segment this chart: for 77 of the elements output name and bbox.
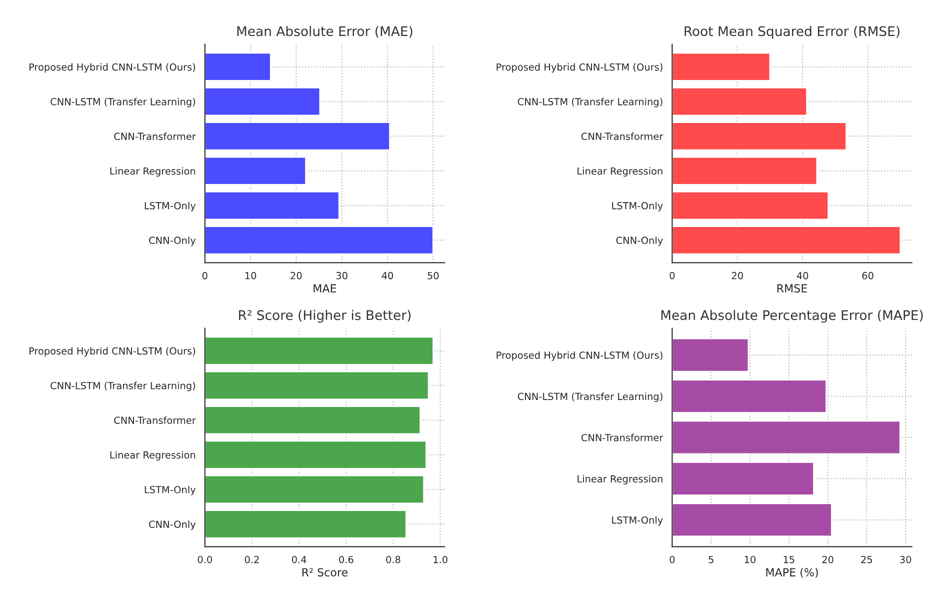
- x-tick-label: 50: [428, 272, 439, 280]
- x-tick-label: 0: [202, 272, 208, 280]
- y-tick-label: Linear Regression: [110, 451, 196, 461]
- bar: [672, 122, 847, 151]
- bar: [204, 226, 434, 255]
- bar: [204, 52, 272, 82]
- y-tick-label: CNN-Transformer: [581, 434, 664, 442]
- bar: [204, 406, 421, 435]
- chart-title: R² Score (Higher is Better): [239, 310, 411, 323]
- y-tick-label: CNN-Only: [616, 236, 663, 246]
- x-tick-label: 10: [245, 272, 256, 280]
- y-tick-label: Proposed Hybrid CNN-LSTM (Ours): [496, 63, 662, 73]
- bar: [204, 510, 407, 539]
- x-tick-label: 0.4: [292, 556, 306, 564]
- x-tick-label: 30: [336, 272, 348, 280]
- y-tick-label: CNN-LSTM (Transfer Learning): [518, 98, 662, 108]
- bar: [672, 52, 771, 82]
- chart-title: Mean Absolute Percentage Error (MAPE): [661, 310, 923, 323]
- x-axis-title: MAE: [314, 284, 336, 292]
- y-tick-label: LSTM-Only: [144, 202, 196, 212]
- y-tick-label: Linear Regression: [578, 167, 662, 177]
- y-tick-label: CNN-LSTM (Transfer Learning): [518, 392, 662, 402]
- x-tick-label: 60: [862, 272, 874, 280]
- bar: [204, 122, 390, 151]
- x-tick-label: 15: [784, 556, 794, 564]
- x-tick-label: 0.8: [386, 556, 400, 564]
- chart-title: Root Mean Squared Error (RMSE): [684, 26, 900, 39]
- bar: [204, 370, 430, 400]
- bar: [672, 338, 750, 372]
- x-tick-label: 0.2: [244, 556, 259, 564]
- x-tick-label: 20: [822, 556, 834, 564]
- y-tick-label: LSTM-Only: [144, 486, 196, 496]
- x-axis-title: MAPE (%): [766, 568, 818, 578]
- x-axis-title: RMSE: [777, 284, 807, 293]
- y-tick-label: CNN-Transformer: [114, 132, 196, 140]
- x-tick-label: 0.6: [339, 556, 354, 564]
- bar: [204, 156, 306, 186]
- x-axis-title: R² Score: [302, 568, 348, 576]
- x-tick-label: 40: [382, 272, 394, 280]
- y-tick-label: Linear Regression: [110, 167, 196, 177]
- x-tick-label: 20: [732, 272, 743, 280]
- x-tick-label: 0.0: [198, 556, 212, 564]
- y-tick-label: CNN-Only: [149, 236, 196, 246]
- bar: [204, 86, 321, 116]
- x-tick-label: 5: [708, 556, 714, 564]
- y-tick-label: LSTM-Only: [612, 516, 663, 526]
- bar: [204, 336, 434, 366]
- y-tick-label: Proposed Hybrid CNN-LSTM (Ours): [496, 351, 662, 361]
- x-tick-label: 20: [290, 272, 302, 280]
- bar: [204, 440, 427, 470]
- x-tick-label: 10: [744, 556, 756, 564]
- y-tick-label: Proposed Hybrid CNN-LSTM (Ours): [29, 347, 196, 357]
- bar: [672, 190, 830, 220]
- y-tick-label: CNN-LSTM (Transfer Learning): [50, 382, 196, 392]
- bar: [204, 190, 340, 220]
- y-tick-label: CNN-Only: [149, 520, 196, 530]
- bar: [672, 462, 814, 496]
- bar: [672, 502, 832, 538]
- y-tick-label: CNN-Transformer: [114, 416, 196, 424]
- bar: [672, 420, 901, 455]
- x-tick-label: 0: [670, 556, 675, 564]
- chart-title: Mean Absolute Error (MAE): [237, 26, 412, 38]
- bar: [672, 226, 902, 255]
- bar: [204, 474, 425, 504]
- x-tick-label: 40: [796, 272, 808, 280]
- y-tick-label: CNN-LSTM (Transfer Learning): [50, 98, 196, 108]
- x-tick-label: 0: [670, 272, 675, 280]
- y-tick-label: Linear Regression: [578, 474, 662, 484]
- y-tick-label: Proposed Hybrid CNN-LSTM (Ours): [29, 63, 196, 73]
- x-tick-label: 30: [900, 556, 912, 564]
- y-tick-label: LSTM-Only: [612, 202, 663, 212]
- bar: [672, 379, 827, 414]
- bar: [672, 156, 818, 186]
- x-tick-label: 1.0: [434, 556, 448, 564]
- bar: [672, 86, 808, 116]
- y-tick-label: CNN-Transformer: [581, 132, 664, 140]
- x-tick-label: 25: [861, 556, 872, 564]
